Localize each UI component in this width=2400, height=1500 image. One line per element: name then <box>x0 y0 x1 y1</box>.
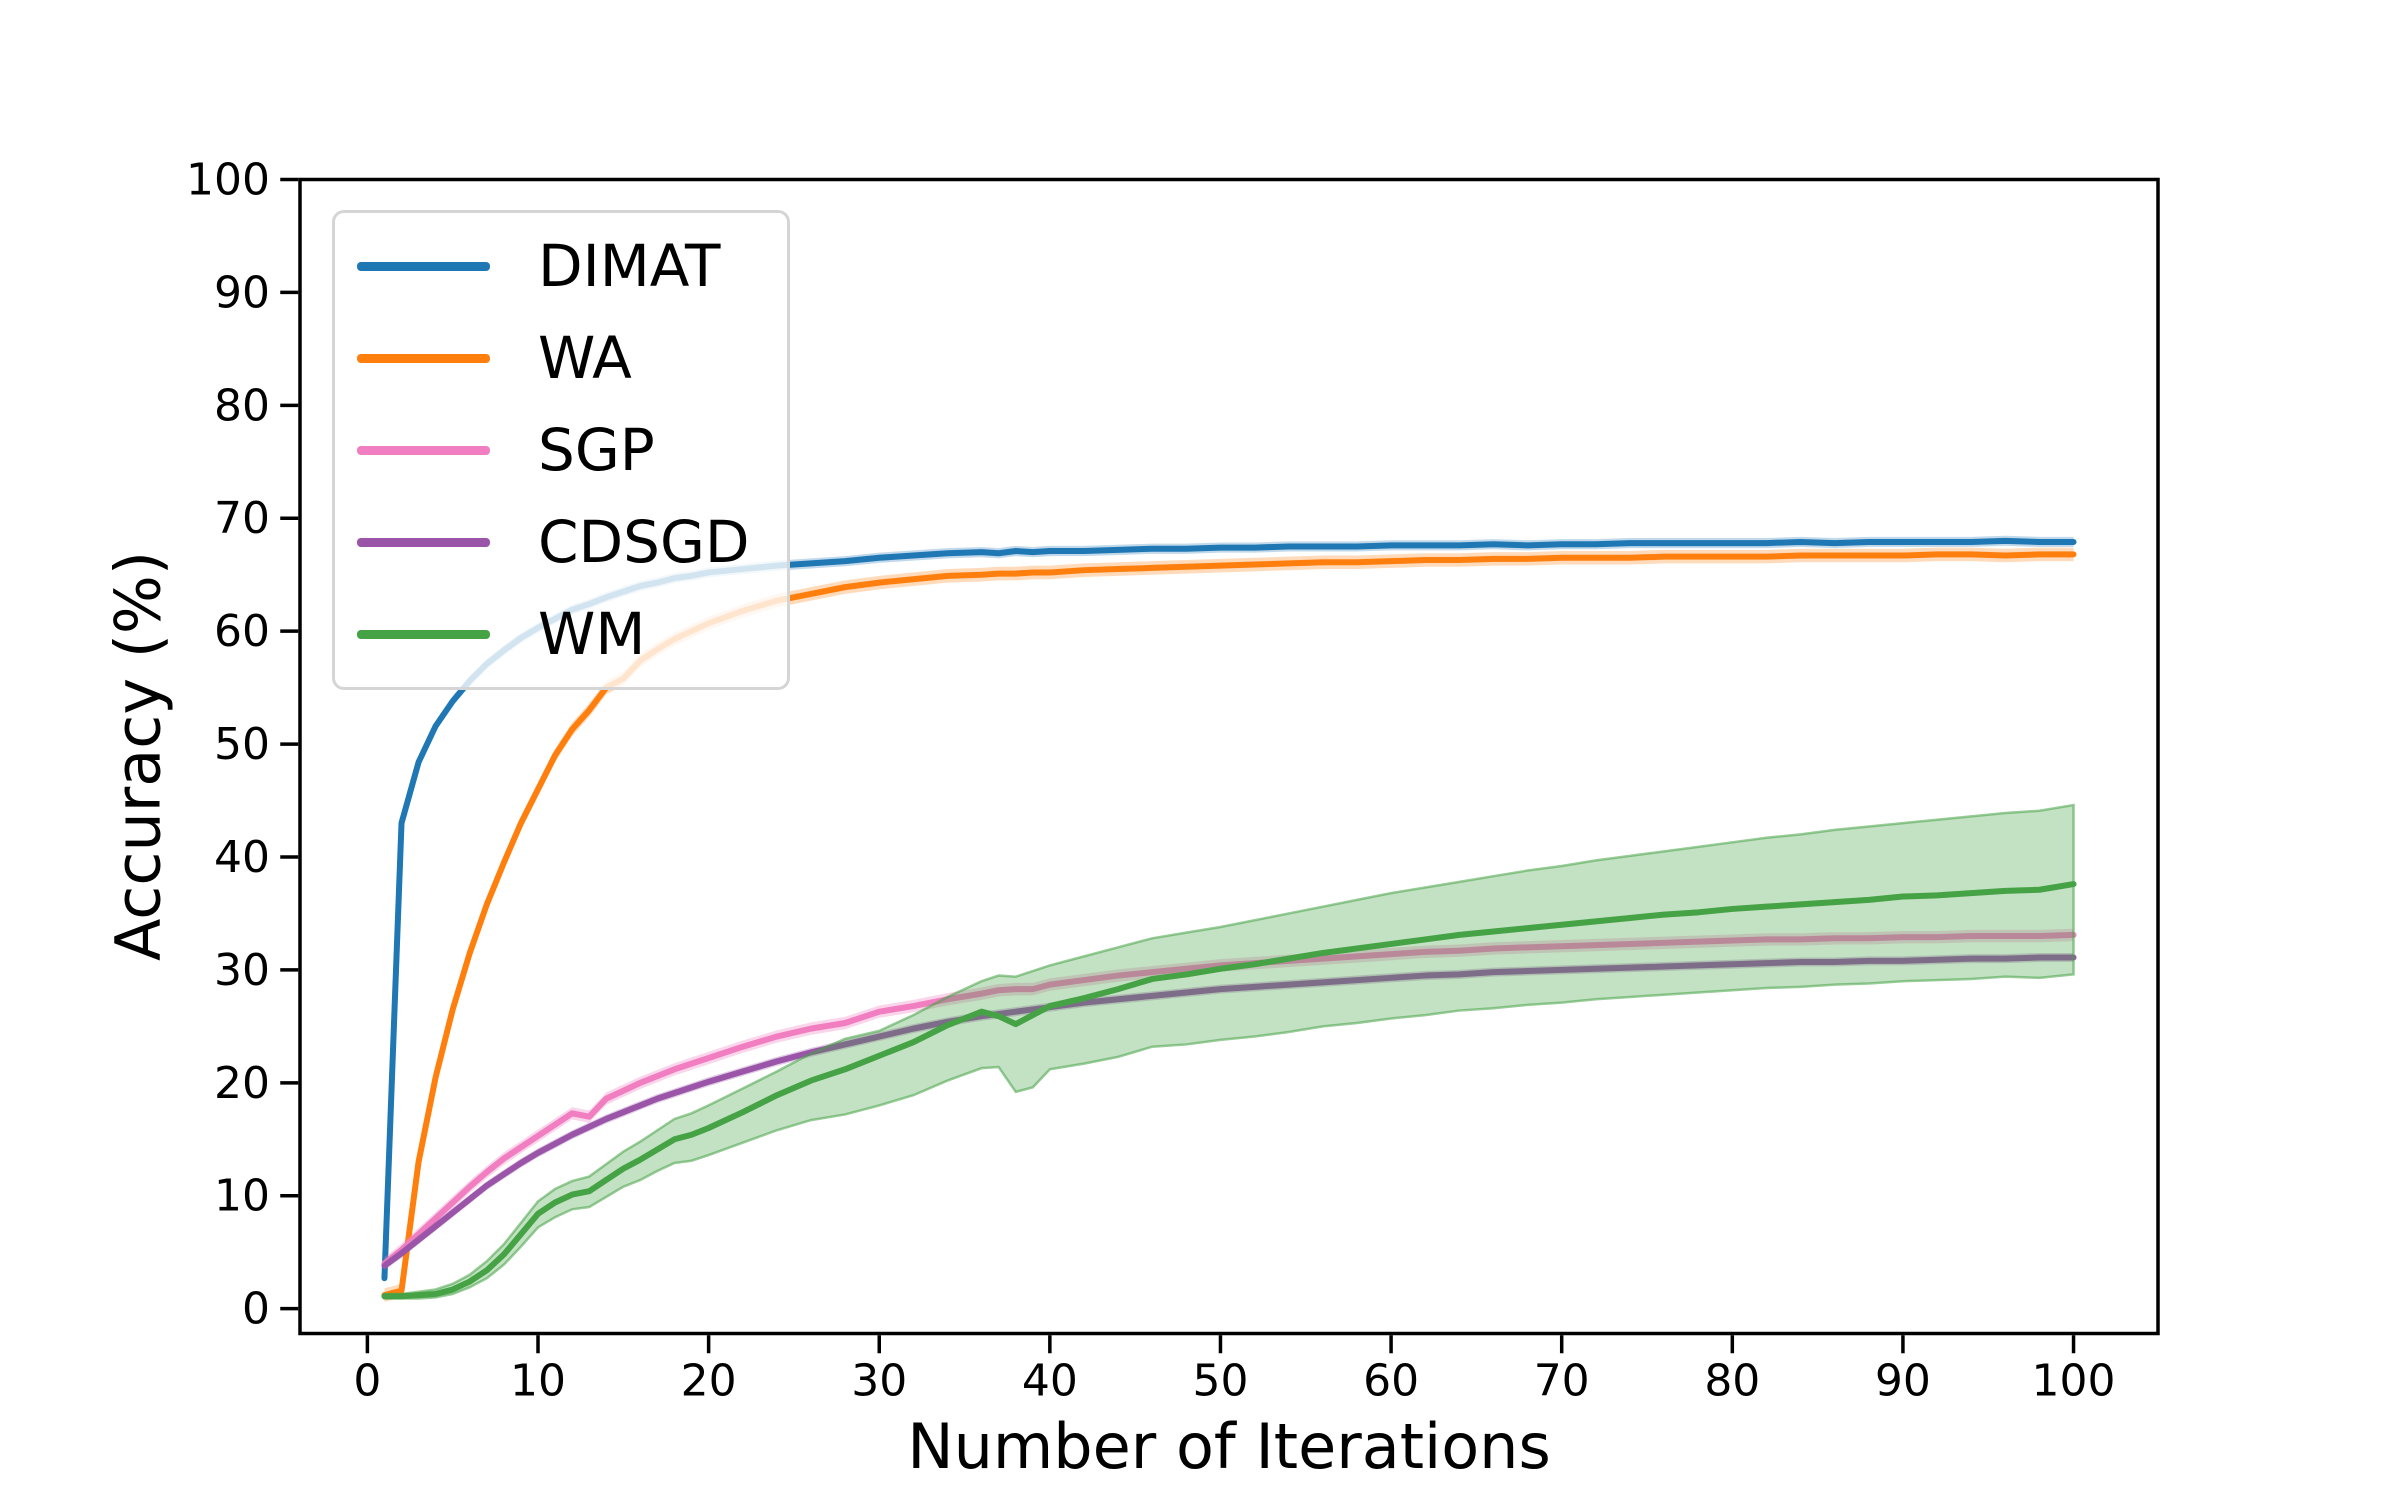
x-tick-label: 80 <box>1704 1356 1760 1407</box>
y-tick-label: 90 <box>214 267 270 318</box>
legend-line-swatch-wa <box>357 353 490 363</box>
x-tick-label: 40 <box>1022 1356 1078 1407</box>
y-tick-label: 20 <box>214 1058 270 1109</box>
legend-line-swatch-wm <box>357 629 490 639</box>
band-wm <box>383 803 2075 1300</box>
y-tick-label: 40 <box>214 832 270 883</box>
y-tick-label: 30 <box>214 945 270 996</box>
legend-label-dimat: DIMAT <box>538 232 721 300</box>
x-tick-label: 0 <box>353 1356 381 1407</box>
x-tick-label: 30 <box>851 1356 907 1407</box>
legend-label-wa: WA <box>538 324 632 392</box>
x-tick-label: 90 <box>1875 1356 1931 1407</box>
legend-line-swatch-sgp <box>357 445 490 455</box>
x-tick-label: 60 <box>1363 1356 1419 1407</box>
y-tick-label: 80 <box>214 380 270 431</box>
series-line-wa <box>381 551 2077 1299</box>
y-tick-label: 60 <box>214 606 270 657</box>
y-tick-label: 10 <box>214 1171 270 1222</box>
x-tick-label: 50 <box>1192 1356 1248 1407</box>
legend-item-sgp: SGP <box>335 405 787 495</box>
y-tick-label: 0 <box>242 1284 270 1335</box>
x-tick-label: 10 <box>510 1356 566 1407</box>
legend-item-wa: WA <box>335 313 787 403</box>
x-tick-label: 100 <box>2032 1356 2116 1407</box>
series-line-wm <box>381 881 2077 1300</box>
x-axis-label: Number of Iterations <box>907 1410 1551 1483</box>
legend-item-wm: WM <box>335 589 787 679</box>
y-tick-label: 50 <box>214 719 270 770</box>
legend-item-dimat: DIMAT <box>335 221 787 311</box>
x-tick-label: 70 <box>1534 1356 1590 1407</box>
legend-line-swatch-cdsgd <box>357 537 490 547</box>
series-line-sgp <box>381 931 2077 1267</box>
y-tick-label: 70 <box>214 493 270 544</box>
legend-label-sgp: SGP <box>538 416 655 484</box>
plot-spines <box>298 177 2160 1336</box>
legend-item-cdsgd: CDSGD <box>335 497 787 587</box>
y-tick-label: 100 <box>186 155 270 206</box>
legend-line-swatch-dimat <box>357 261 490 271</box>
x-tick-label: 20 <box>681 1356 737 1407</box>
legend-label-cdsgd: CDSGD <box>538 508 750 576</box>
legend-label-wm: WM <box>538 600 646 668</box>
legend: DIMAT WA SGP CDSGD WM <box>332 210 790 690</box>
y-axis-label: Accuracy (%) <box>101 550 175 962</box>
